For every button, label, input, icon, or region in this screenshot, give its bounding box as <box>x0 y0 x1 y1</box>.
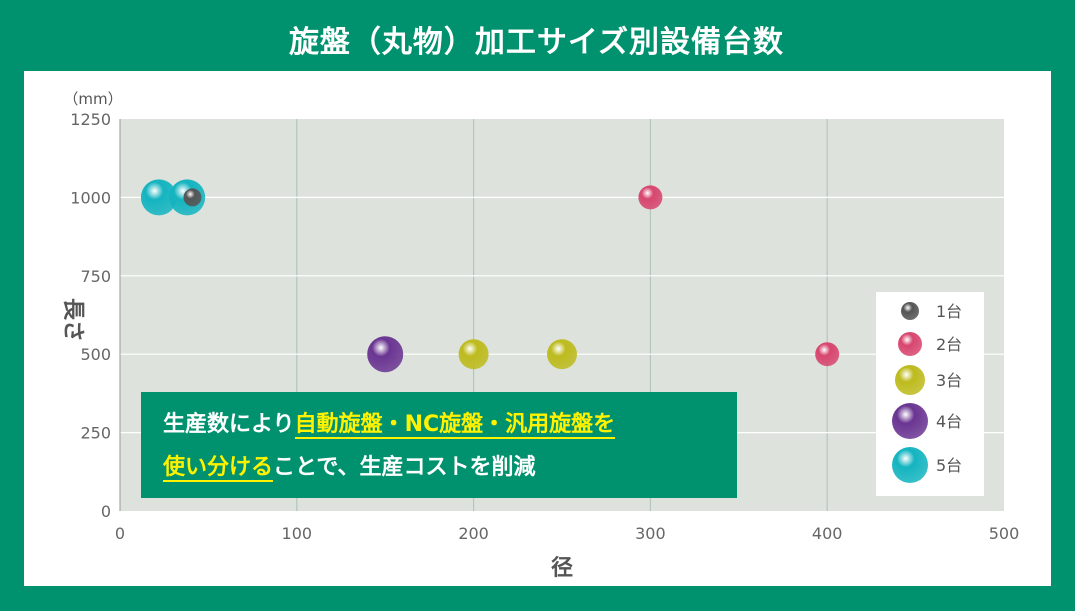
data-point-0 <box>140 179 177 216</box>
callout-box: 生産数により自動旋盤・NC旋盤・汎用旋盤を 使い分けることで、生産コストを削減 <box>141 392 737 498</box>
callout-line1-prefix: 生産数により <box>163 412 295 437</box>
legend-label-3: 3台 <box>936 371 962 390</box>
legend-marker-1 <box>901 302 919 320</box>
x-tick-200: 200 <box>458 524 489 543</box>
legend-marker-4 <box>892 403 928 439</box>
legend-label-1: 1台 <box>936 302 962 321</box>
title-underline <box>253 71 820 73</box>
data-point-7 <box>815 342 840 367</box>
y-tick-1000: 1000 <box>70 188 111 207</box>
callout-line2-highlight: 使い分ける <box>163 455 274 482</box>
callout-line2-suffix: ことで、生産コストを削減 <box>273 455 536 480</box>
legend-label-2: 2台 <box>936 335 962 354</box>
data-point-5 <box>547 339 577 370</box>
callout-line1-highlight: 自動旋盤・NC旋盤・汎用旋盤を <box>294 412 616 439</box>
x-axis-title: 径 <box>551 555 573 581</box>
legend-marker-3 <box>895 365 925 395</box>
legend-marker-2 <box>898 332 922 356</box>
legend: 1台 2台 3台 4台 5台 <box>892 302 962 483</box>
y-unit-label: （mm） <box>63 90 122 108</box>
legend-label-4: 4台 <box>936 412 962 431</box>
y-axis-title: 長さ <box>60 298 85 342</box>
data-points <box>140 179 840 373</box>
data-point-6 <box>638 185 663 210</box>
callout-line-1: 生産数により自動旋盤・NC旋盤・汎用旋盤を <box>163 403 737 446</box>
x-tick-300: 300 <box>635 524 666 543</box>
y-tick-labels: 0 250 500 750 1000 1250 <box>70 110 111 521</box>
callout-line-2: 使い分けることで、生産コストを削減 <box>163 446 737 489</box>
x-tick-400: 400 <box>812 524 843 543</box>
y-tick-0: 0 <box>101 502 111 521</box>
x-tick-500: 500 <box>989 524 1020 543</box>
data-point-2 <box>183 188 202 207</box>
x-tick-100: 100 <box>282 524 313 543</box>
y-tick-1250: 1250 <box>70 110 111 129</box>
y-tick-750: 750 <box>80 267 111 286</box>
data-point-3 <box>367 336 404 373</box>
y-tick-250: 250 <box>80 424 111 443</box>
x-tick-labels: 0 100 200 300 400 500 <box>115 524 1019 543</box>
legend-marker-5 <box>892 447 928 483</box>
chart-title: 旋盤（丸物）加工サイズ別設備台数 <box>253 7 820 71</box>
legend-label-5: 5台 <box>936 456 962 475</box>
data-point-4 <box>458 339 489 370</box>
x-tick-0: 0 <box>115 524 125 543</box>
y-tick-500: 500 <box>80 345 111 364</box>
